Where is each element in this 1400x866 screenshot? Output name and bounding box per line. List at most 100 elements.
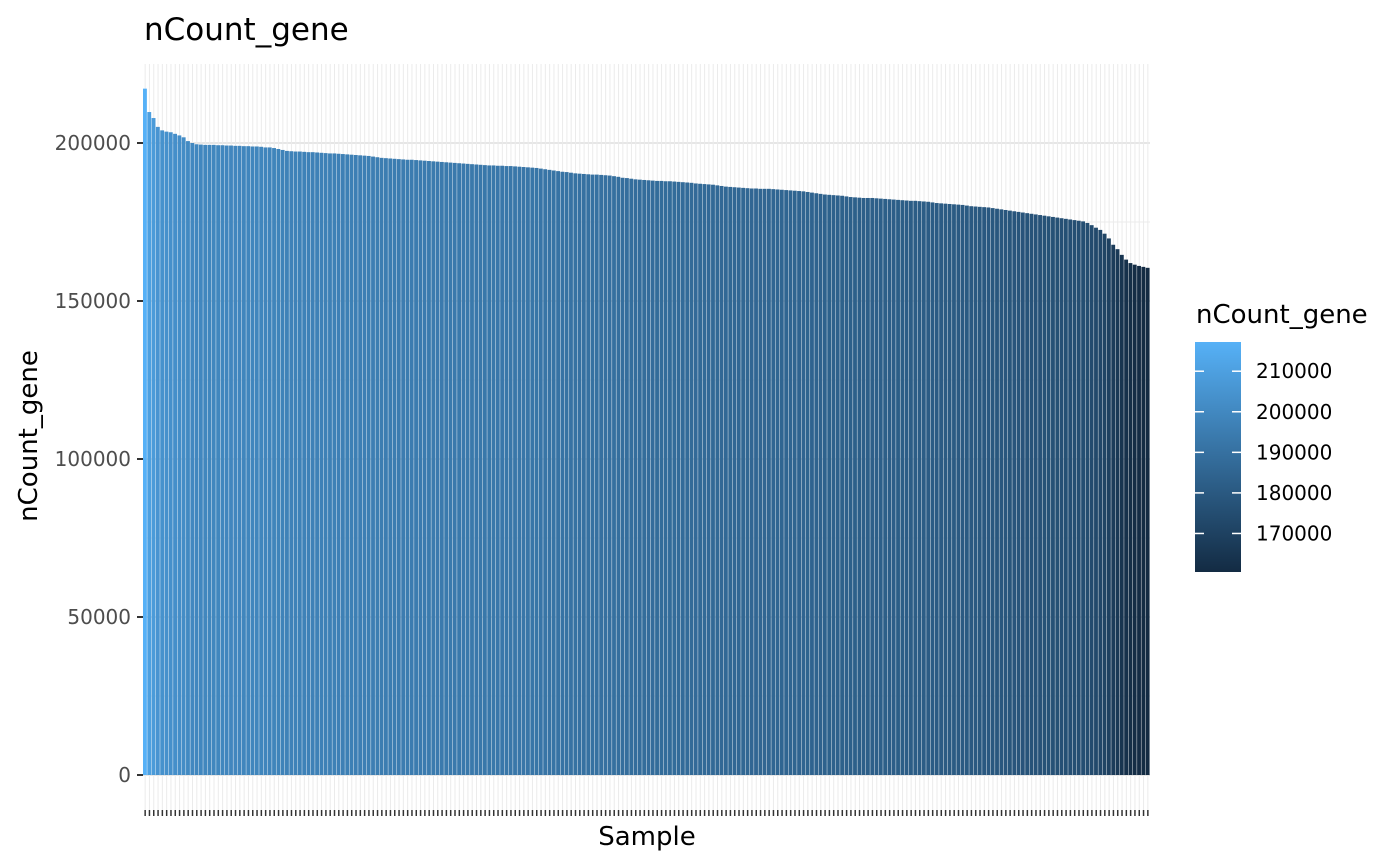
bar	[1007, 210, 1012, 775]
bar	[629, 178, 634, 775]
bar	[1102, 233, 1107, 775]
bar	[655, 180, 659, 776]
bar	[328, 153, 332, 776]
legend-tick-label: 190000	[1256, 440, 1332, 464]
bar	[995, 208, 999, 775]
bar	[246, 146, 251, 775]
bar	[930, 202, 935, 775]
bar	[1033, 214, 1038, 775]
bar	[883, 198, 888, 775]
bar	[865, 197, 870, 775]
bar	[1059, 218, 1064, 775]
bar	[396, 159, 401, 776]
bar	[177, 135, 182, 775]
bar	[990, 208, 995, 775]
bar	[741, 187, 746, 775]
bar	[797, 191, 801, 776]
bar	[203, 144, 208, 775]
bar	[693, 183, 698, 775]
bar	[986, 207, 991, 776]
bar	[736, 187, 741, 775]
bar	[896, 199, 900, 775]
bar	[891, 199, 896, 776]
bar	[831, 195, 836, 775]
bar	[319, 152, 324, 775]
bar	[267, 147, 272, 775]
bar	[663, 181, 668, 776]
bar	[371, 156, 375, 775]
bar	[827, 194, 832, 776]
bar	[1119, 254, 1124, 775]
bar	[383, 158, 388, 776]
bar	[956, 204, 961, 775]
bar	[982, 207, 987, 775]
bar	[723, 186, 728, 775]
bar	[160, 130, 165, 776]
bar	[263, 147, 268, 775]
bar	[1081, 221, 1086, 776]
bar	[216, 145, 221, 775]
bar	[491, 165, 496, 775]
bar	[547, 169, 552, 776]
y-tick-label: 50000	[67, 605, 131, 629]
bar	[822, 194, 827, 775]
bar	[659, 180, 664, 776]
bar	[513, 166, 517, 775]
bar	[702, 184, 707, 775]
bar	[508, 166, 513, 775]
bar	[706, 184, 711, 775]
legend-tick-label: 180000	[1256, 481, 1332, 505]
bar	[840, 195, 845, 776]
bar	[422, 160, 427, 776]
bar	[530, 167, 535, 775]
bar	[375, 157, 380, 776]
bar	[233, 145, 238, 775]
bar	[577, 173, 582, 776]
bar	[689, 182, 694, 776]
bar	[719, 185, 724, 775]
bar	[336, 153, 341, 775]
bar	[586, 174, 591, 775]
bar	[960, 204, 965, 775]
bar	[194, 144, 199, 775]
bar	[784, 190, 789, 776]
bar	[427, 161, 431, 776]
bar	[844, 196, 849, 776]
bar	[594, 174, 599, 776]
bar	[439, 161, 444, 775]
bar	[754, 188, 758, 775]
chart-title: nCount_gene	[144, 12, 349, 48]
bar	[788, 190, 793, 775]
bar	[564, 172, 569, 775]
bar	[1068, 219, 1073, 776]
y-tick-label: 150000	[55, 289, 131, 313]
bar	[198, 144, 203, 775]
bar	[1046, 216, 1051, 775]
bar	[461, 163, 466, 776]
bar	[409, 159, 414, 776]
bar	[297, 151, 302, 776]
bar	[685, 182, 690, 775]
bar	[1063, 218, 1068, 776]
bar	[250, 146, 255, 775]
legend-colorbar	[1195, 342, 1241, 572]
bar	[668, 181, 672, 776]
bar	[835, 195, 840, 775]
bar	[435, 161, 440, 776]
bar	[620, 177, 625, 775]
legend-title: nCount_gene	[1196, 300, 1368, 330]
bar	[900, 200, 905, 776]
bar	[745, 188, 750, 776]
bar	[909, 200, 913, 775]
bar	[392, 158, 397, 776]
bar	[698, 183, 703, 775]
bar	[366, 155, 371, 775]
bar	[1055, 217, 1060, 776]
bar	[302, 151, 307, 775]
bar	[500, 165, 505, 775]
bar	[143, 88, 147, 775]
bar	[164, 131, 169, 775]
bar	[521, 167, 526, 776]
